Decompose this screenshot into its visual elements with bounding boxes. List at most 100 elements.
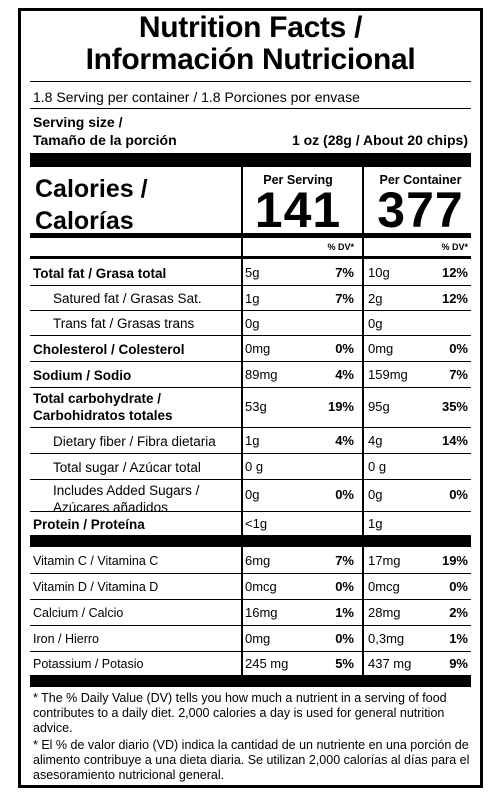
dv-header-serving: % DV*: [327, 242, 354, 252]
nutrients-label: Cholesterol / Colesterol: [33, 342, 185, 357]
calories-per-container: 377: [377, 182, 464, 238]
vitamins-container-dv: 19%: [441, 553, 468, 568]
servings-per-container: 1.8 Serving per container / 1.8 Porcione…: [33, 89, 360, 105]
nutrients-label: Protein / Proteína: [33, 517, 145, 532]
calories-bar: [30, 233, 471, 238]
nutrients-serving-amount: 89mg: [245, 367, 278, 382]
nutrients-serving-amount: 5g: [245, 265, 260, 280]
per-container-header: Per Container: [379, 173, 462, 187]
nutrients-container-amount: 4g: [368, 433, 383, 448]
calories-label-line-1: Calories /: [35, 175, 148, 203]
nutrients-container-amount: 0g: [368, 316, 383, 331]
vitamins-row-divider: [30, 625, 471, 626]
vitamins-container-amount: 17mg: [368, 553, 401, 568]
nutrients-serving-dv: 7%: [335, 265, 354, 280]
vitamins-serving-amount: 245 mg: [245, 656, 289, 671]
serving-size-value: 1 oz (28g / About 20 chips): [291, 132, 468, 148]
thick-bar-bottom: [30, 675, 471, 687]
nutrients-label: Satured fat / Grasas Sat.: [53, 291, 202, 306]
nutrients-label: Total sugar / Azúcar total: [53, 460, 201, 475]
vitamins-label: Vitamin C / Vitamina C: [33, 554, 159, 568]
nutrients-container-dv: 0%: [449, 341, 468, 356]
nutrients-label-line-2: Carbohidratos totales: [33, 408, 173, 423]
vitamins-label: Iron / Hierro: [33, 632, 99, 646]
nutrients-serving-amount: <1g: [245, 516, 268, 531]
nutrients-serving-amount: 1g: [245, 291, 260, 306]
thick-bar-top: [30, 153, 471, 167]
vitamins-label: Calcium / Calcio: [33, 606, 124, 620]
vitamins-label: Potassium / Potasio: [33, 657, 144, 671]
nutrition-facts-label: Nutrition Facts / Información Nutriciona…: [18, 8, 483, 788]
nutrients-container-amount: 95g: [368, 399, 390, 414]
nutrients-row-divider: [30, 387, 471, 388]
vitamins-serving-dv: 0%: [335, 631, 354, 646]
nutrients-label: Trans fat / Grasas trans: [53, 316, 195, 331]
nutrients-container-dv: 0%: [449, 487, 468, 502]
nutrients-row-divider: [30, 361, 471, 362]
nutrients-label: Sodium / Sodio: [33, 368, 132, 383]
nutrients-label: Includes Added Sugars /: [53, 483, 200, 498]
footnote-es: * El % de valor diario (VD) indica la ca…: [33, 738, 470, 782]
nutrients-container-dv: 14%: [441, 433, 468, 448]
nutrients-serving-dv: 0%: [335, 487, 354, 502]
title-divider: [30, 81, 471, 82]
nutrients-label-line-2: Azúcares añadidos: [53, 500, 168, 515]
vitamins-serving-amount: 0mcg: [245, 579, 277, 594]
nutrients-serving-dv: 7%: [335, 291, 354, 306]
vitamins-serving-amount: 6mg: [245, 553, 271, 568]
vitamins-label: Vitamin D / Vitamina D: [33, 580, 159, 594]
title-line-1: Nutrition Facts /: [138, 11, 363, 44]
nutrients-serving-amount: 53g: [245, 399, 267, 414]
nutrients-serving-amount: 0 g: [245, 459, 264, 474]
title-line-2: Información Nutricional: [85, 43, 416, 76]
calories-per-serving: 141: [254, 182, 342, 238]
nutrients-container-amount: 0 g: [368, 459, 387, 474]
nutrients-row-divider: [30, 511, 471, 512]
nutrients-container-amount: 10g: [368, 265, 390, 280]
vitamins-row-divider: [30, 599, 471, 600]
nutrients-row-divider: [30, 453, 471, 454]
vitamins-container-amount: 0,3mg: [368, 631, 405, 646]
nutrients-container-dv: 12%: [441, 291, 468, 306]
nutrients-serving-amount: 0mg: [245, 341, 271, 356]
per-serving-header: Per Serving: [263, 173, 333, 187]
column-divider-right: [362, 167, 364, 675]
vitamins-row-divider: [30, 651, 471, 652]
serving-size-label-es: Tamaño de la porción: [33, 132, 177, 148]
serving-size-label-en: Serving size /: [33, 114, 123, 130]
nutrients-row-divider: [30, 310, 471, 311]
nutrients-container-dv: 12%: [441, 265, 468, 280]
calories-label-line-2: Calorías: [35, 207, 134, 235]
nutrients-container-amount: 0g: [368, 487, 383, 502]
nutrients-row-divider: [30, 479, 471, 480]
nutrients-label: Dietary fiber / Fibra dietaria: [53, 434, 216, 449]
vitamins-container-dv: 9%: [449, 656, 468, 671]
nutrients-serving-amount: 0g: [245, 487, 260, 502]
vitamins-container-dv: 0%: [449, 579, 468, 594]
nutrients-serving-amount: 0g: [245, 316, 260, 331]
vitamins-container-amount: 28mg: [368, 605, 401, 620]
vitamins-serving-amount: 0mg: [245, 631, 271, 646]
nutrients-row-divider: [30, 285, 471, 286]
vitamins-container-dv: 2%: [449, 605, 468, 620]
thick-bar-middle: [30, 535, 471, 547]
column-divider-left: [241, 167, 243, 675]
nutrients-container-dv: 35%: [441, 399, 468, 414]
nutrients-serving-amount: 1g: [245, 433, 260, 448]
vitamins-serving-dv: 7%: [335, 553, 354, 568]
vitamins-serving-dv: 0%: [335, 579, 354, 594]
nutrients-label: Total fat / Grasa total: [33, 266, 167, 281]
nutrients-row-divider: [30, 335, 471, 336]
dv-divider: [30, 256, 471, 259]
footnote-en: * The % Daily Value (DV) tells you how m…: [33, 691, 447, 735]
nutrients-serving-dv: 4%: [335, 367, 354, 382]
nutrients-container-amount: 159mg: [368, 367, 408, 382]
nutrients-container-amount: 1g: [368, 516, 383, 531]
vitamins-serving-amount: 16mg: [245, 605, 278, 620]
nutrients-serving-dv: 19%: [327, 399, 354, 414]
vitamins-row-divider: [30, 573, 471, 574]
nutrients-container-dv: 7%: [449, 367, 468, 382]
vitamins-serving-dv: 5%: [335, 656, 354, 671]
vitamins-serving-dv: 1%: [335, 605, 354, 620]
servings-divider: [30, 108, 471, 109]
